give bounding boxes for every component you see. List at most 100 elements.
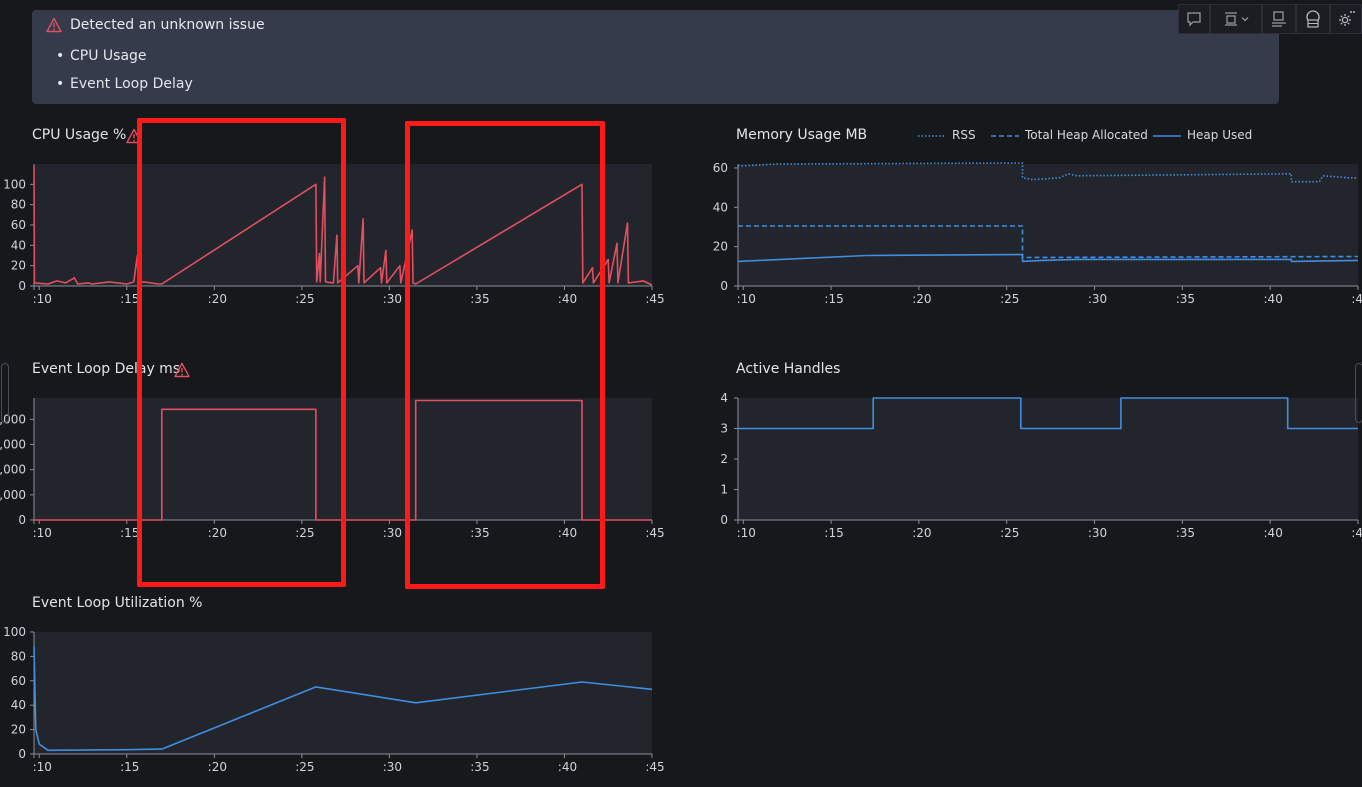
memory-x-tick-label: :35: [1176, 292, 1195, 306]
eld-y-tick-label: 0: [18, 513, 26, 527]
cpu-x-tick-label: :35: [470, 292, 489, 306]
layout-icon: [1225, 12, 1237, 26]
elu-y-tick-label: 40: [11, 698, 26, 712]
memory-y-tick-label: 0: [720, 279, 728, 293]
cpu-x-tick-label: :40: [558, 292, 577, 306]
cpu-x-tick-label: :20: [208, 292, 227, 306]
legend-total-heap-label[interactable]: Total Heap Allocated: [1025, 128, 1148, 142]
memory-x-tick-label: :45: [1351, 292, 1362, 306]
eld-x-tick-label: :20: [208, 526, 227, 540]
elu-y-tick-label: 60: [11, 674, 26, 688]
elu-series-0-line: [33, 646, 653, 752]
memory-x-tick-label: :30: [1088, 292, 1107, 306]
highlight-box-second-spike: [405, 121, 605, 589]
elu-y-tick-label: 80: [11, 649, 26, 663]
memory-series-heap-used-line: [737, 253, 1359, 263]
settings-icon: [1339, 11, 1355, 26]
issue-alert: Detected an unknown issue CPU Usage Even…: [32, 10, 1279, 104]
handles-y-tick-label: 4: [720, 391, 728, 405]
cpu-y-tick-label: 60: [11, 218, 26, 232]
cpu-x-tick-label: :25: [295, 292, 314, 306]
legend-rss-swatch: [918, 135, 946, 137]
eld-y-tick-label: ,000: [0, 488, 26, 502]
event-loop-delay-title: Event Loop Delay ms: [32, 361, 181, 377]
eld-y-tick-label: ,000: [0, 463, 26, 477]
memory-series-rss-line: [737, 162, 1358, 183]
handles-x-tick-label: :25: [1000, 526, 1019, 540]
legend-heap-used-swatch: [1153, 135, 1181, 137]
alert-item-cpu[interactable]: CPU Usage: [56, 48, 146, 64]
elu-x-tick-label: :45: [645, 760, 664, 774]
memory-usage-title: Memory Usage MB: [736, 127, 868, 143]
handles-series-0-line: [738, 397, 1358, 430]
memory-x-tick-label: :15: [824, 292, 843, 306]
memory-x-tick-label: :20: [912, 292, 931, 306]
elu-x-tick-label: :20: [208, 760, 227, 774]
memory-x-tick-label: :10: [737, 292, 756, 306]
comment-button[interactable]: [1178, 4, 1210, 34]
memory-y-tick-label: 20: [713, 240, 728, 254]
eld-y-tick-label: ,000: [0, 438, 26, 452]
elu-x-tick-label: :35: [470, 760, 489, 774]
database-icon: [1306, 10, 1320, 28]
chevron-down-icon: [1241, 17, 1249, 22]
handles-y-tick-label: 2: [720, 452, 728, 466]
event-loop-delay-warning-icon[interactable]: [174, 362, 190, 378]
memory-x-tick-label: :40: [1264, 292, 1283, 306]
cpu-series-0-line: [33, 165, 653, 286]
legend-rss-label[interactable]: RSS: [952, 128, 976, 142]
warning-triangle-icon: [46, 17, 62, 33]
layout-dropdown-button[interactable]: [1210, 4, 1262, 34]
highlight-box-first-spike: [137, 118, 346, 587]
cpu-y-tick-label: 40: [11, 238, 26, 252]
eld-x-tick-label: :40: [558, 526, 577, 540]
database-button[interactable]: [1296, 4, 1330, 34]
alert-title: Detected an unknown issue: [70, 17, 265, 33]
handles-y-tick-label: 1: [720, 483, 728, 497]
handles-x-tick-label: :20: [912, 526, 931, 540]
eld-x-tick-label: :45: [645, 526, 664, 540]
handles-y-tick-label: 3: [720, 422, 728, 436]
elu-y-tick-label: 20: [11, 723, 26, 737]
cpu-y-tick-label: 0: [18, 279, 26, 293]
cpu-y-tick-label: 20: [11, 259, 26, 273]
handles-x-tick-label: :10: [737, 526, 756, 540]
handles-x-tick-label: :35: [1176, 526, 1195, 540]
eld-x-tick-label: :30: [383, 526, 402, 540]
chart-toolbar: [1178, 4, 1362, 34]
elu-y-tick-label: 0: [18, 747, 26, 761]
memory-x-tick-label: :25: [1000, 292, 1019, 306]
left-edge-handle[interactable]: [1, 363, 9, 423]
elu-x-tick-label: :15: [120, 760, 139, 774]
handles-x-tick-label: :30: [1088, 526, 1107, 540]
elu-x-tick-label: :10: [33, 760, 52, 774]
legend-heap-used-label[interactable]: Heap Used: [1187, 128, 1253, 142]
alert-item-event-loop-delay[interactable]: Event Loop Delay: [56, 76, 193, 92]
handles-plot-area: [738, 398, 1358, 520]
eld-x-tick-label: :25: [295, 526, 314, 540]
elu-x-tick-label: :25: [295, 760, 314, 774]
handles-x-tick-label: :45: [1351, 526, 1362, 540]
panel-icon: [1272, 11, 1286, 27]
cpu-x-tick-label: :30: [383, 292, 402, 306]
panel-button[interactable]: [1262, 4, 1296, 34]
cpu-y-tick-label: 80: [11, 198, 26, 212]
active-handles-title: Active Handles: [736, 361, 841, 377]
cpu-x-tick-label: :10: [33, 292, 52, 306]
elu-x-tick-label: :40: [558, 760, 577, 774]
right-edge-handle[interactable]: [1355, 363, 1362, 423]
eld-x-tick-label: :35: [470, 526, 489, 540]
comment-icon: [1187, 12, 1201, 27]
legend-total-heap-swatch: [991, 135, 1019, 137]
event-loop-utilization-title: Event Loop Utilization %: [32, 595, 203, 611]
cpu-y-tick-label: 100: [3, 177, 26, 191]
handles-x-tick-label: :15: [824, 526, 843, 540]
memory-y-tick-label: 40: [713, 200, 728, 214]
cpu-x-tick-label: :15: [120, 292, 139, 306]
elu-x-tick-label: :30: [383, 760, 402, 774]
cpu-usage-title: CPU Usage %: [32, 127, 127, 143]
eld-x-tick-label: :10: [33, 526, 52, 540]
memory-plot-area: [738, 164, 1358, 286]
cpu-x-tick-label: :45: [645, 292, 664, 306]
handles-x-tick-label: :40: [1264, 526, 1283, 540]
